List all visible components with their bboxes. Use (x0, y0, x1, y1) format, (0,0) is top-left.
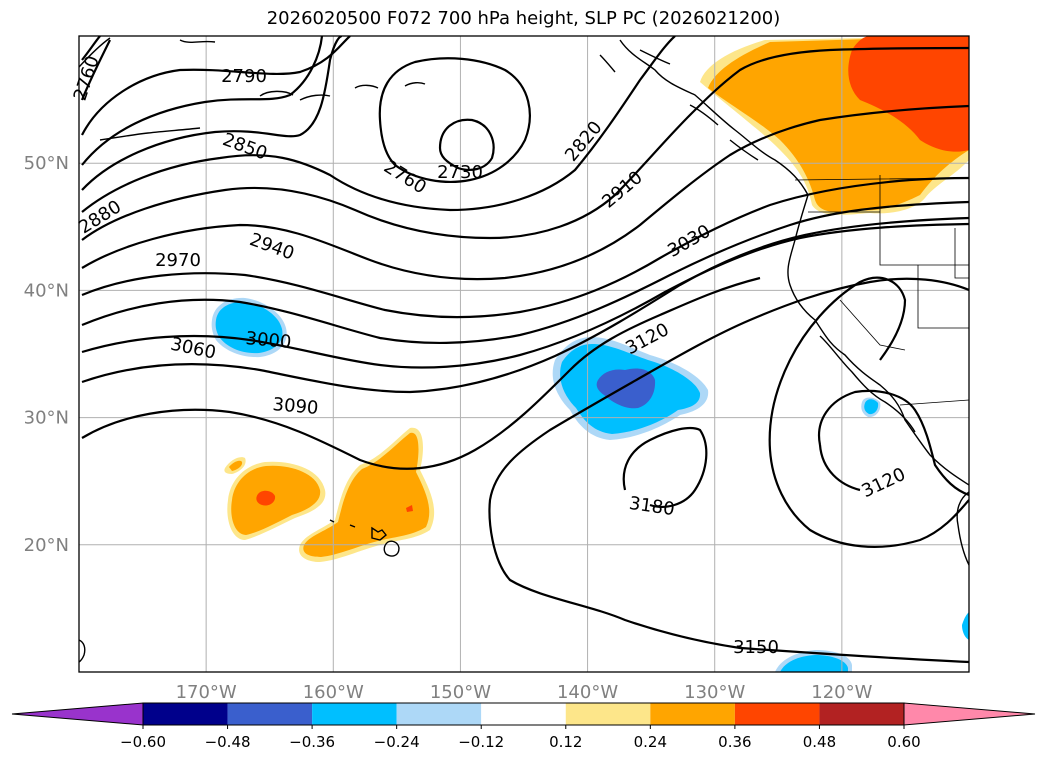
colorbar-tick-label: 0.36 (718, 733, 751, 751)
lon-tick-label: 150°W (430, 682, 491, 703)
lat-tick-label: 40°N (24, 280, 69, 301)
colorbar-bin (396, 703, 482, 725)
contour-label-2850: 2850 (220, 129, 270, 164)
colorbar-outline (142, 702, 905, 726)
colorbar-bin (143, 703, 228, 725)
colorbar-bin (565, 703, 651, 725)
contour-label-3120-central: 3120 (622, 319, 672, 359)
colorbar-tick-label: −0.12 (458, 733, 504, 751)
colorbar-bin (312, 703, 397, 725)
political-borders (794, 175, 969, 406)
contour-label-2910: 2910 (598, 167, 647, 213)
longitude-labels: 170°W 160°W 150°W 140°W 130°W 120°W (176, 682, 873, 703)
contour-label-2940: 2940 (247, 229, 297, 264)
contour-label-2880: 2880 (75, 196, 125, 238)
contour-label-3120-baja: 3120 (858, 464, 908, 502)
colorbar-tick-label: −0.24 (374, 733, 420, 751)
contour-label-3000: 3000 (245, 328, 292, 353)
colorbar-bin (819, 703, 904, 725)
colorbar-bin (481, 703, 566, 725)
contour-label-2970: 2970 (155, 250, 201, 271)
lat-tick-label: 20°N (24, 535, 69, 556)
colorbar-extend-high (903, 702, 1036, 726)
colorbar-tick-label: −0.36 (289, 733, 335, 751)
contour-label-2790: 2790 (221, 66, 267, 87)
colorbar-tick-label: 0.12 (549, 733, 582, 751)
contour-label-3180: 3180 (628, 493, 676, 520)
colorbar-extend-low (11, 702, 144, 726)
colorbar-tick-label: 0.24 (634, 733, 667, 751)
lon-tick-label: 140°W (557, 682, 618, 703)
map-frame (78, 35, 970, 673)
colorbar-tick-label: −0.60 (120, 733, 166, 751)
contour-label-3060: 3060 (169, 334, 218, 364)
contour-label-3030: 3030 (664, 221, 714, 262)
contour-label-2730: 2730 (437, 162, 483, 183)
lon-tick-label: 170°W (176, 682, 237, 703)
colorbar-bin (227, 703, 313, 725)
lat-tick-label: 50°N (24, 153, 69, 174)
lat-tick-label: 30°N (24, 408, 69, 429)
height-contours (80, 36, 969, 664)
map-title: 2026020500 F072 700 hPa height, SLP PC (… (266, 8, 781, 29)
colorbar-tick-label: 0.60 (887, 733, 920, 751)
contour-label-2760-low: 2760 (380, 156, 430, 198)
lon-tick-label: 120°W (811, 682, 872, 703)
colorbar-tick-label: 0.48 (803, 733, 836, 751)
colorbar-bin (650, 703, 735, 725)
latitude-labels: 50°N 40°N 30°N 20°N (24, 153, 69, 556)
lon-tick-label: 160°W (303, 682, 364, 703)
contour-label-3090: 3090 (272, 394, 319, 419)
colorbar-tick-label: −0.48 (205, 733, 251, 751)
colorbar: −0.60 −0.48 −0.36 −0.24 −0.12 0.12 0.24 0.36 0.4… (11, 702, 1036, 751)
contour-label-3150: 3150 (733, 637, 779, 658)
lon-tick-label: 130°W (684, 682, 745, 703)
colorbar-bin (734, 703, 820, 725)
contour-label-2760-west: 2760 (70, 53, 104, 103)
coastlines (79, 37, 969, 663)
map-gridlines (79, 36, 969, 672)
